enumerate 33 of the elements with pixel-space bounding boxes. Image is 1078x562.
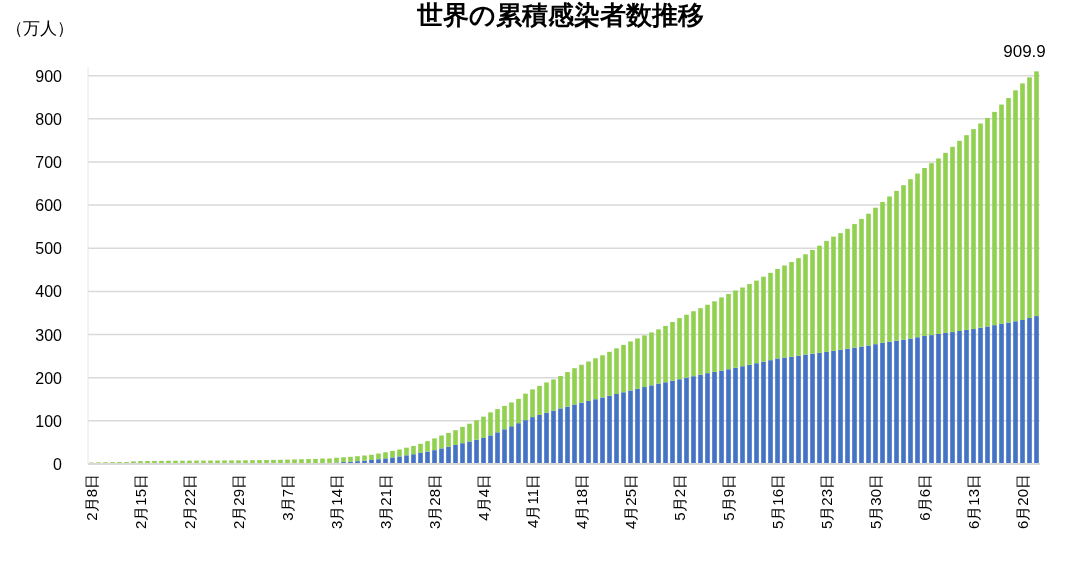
y-tick-label: 200 — [35, 369, 63, 387]
x-tick-label: 5月16日 — [768, 474, 786, 530]
x-tick-label: 4月25日 — [621, 474, 639, 530]
y-tick-label: 0 — [53, 456, 63, 473]
x-tick-label: 2月29日 — [229, 474, 247, 530]
y-tick-label: 900 — [35, 67, 63, 85]
x-tick-label: 6月20日 — [1013, 474, 1031, 530]
x-tick-label: 2月8日 — [82, 474, 100, 521]
x-tick-label: 2月15日 — [131, 474, 149, 530]
x-tick-label: 3月28日 — [425, 474, 443, 530]
x-tick-label: 6月13日 — [964, 474, 982, 530]
x-tick-label: 3月14日 — [327, 474, 345, 530]
x-tick-label: 4月18日 — [572, 474, 590, 530]
total-label: 909.9 — [1003, 42, 1046, 62]
x-tick-label: 5月23日 — [817, 474, 835, 530]
y-tick-label: 800 — [35, 110, 63, 128]
x-tick-label: 6月6日 — [915, 474, 933, 521]
y-tick-label: 300 — [35, 326, 63, 344]
x-tick-label: 4月11日 — [523, 474, 541, 528]
x-tick-label: 4月4日 — [474, 474, 492, 521]
x-tick-label: 2月22日 — [180, 474, 198, 530]
chart-title: 世界の累積感染者数推移 — [415, 0, 704, 30]
y-tick-label: 700 — [35, 153, 63, 171]
x-tick-label: 3月21日 — [376, 474, 394, 530]
y-tick-label: 400 — [35, 283, 63, 301]
x-tick-label: 5月30日 — [866, 474, 884, 530]
y-axis-title: （万人） — [6, 19, 74, 38]
x-tick-label: 5月2日 — [670, 474, 688, 521]
y-tick-label: 500 — [35, 240, 63, 258]
x-tick-label: 3月7日 — [278, 474, 296, 521]
y-tick-label: 600 — [35, 197, 63, 215]
x-tick-label: 5月9日 — [719, 474, 737, 521]
y-tick-label: 100 — [35, 412, 63, 430]
